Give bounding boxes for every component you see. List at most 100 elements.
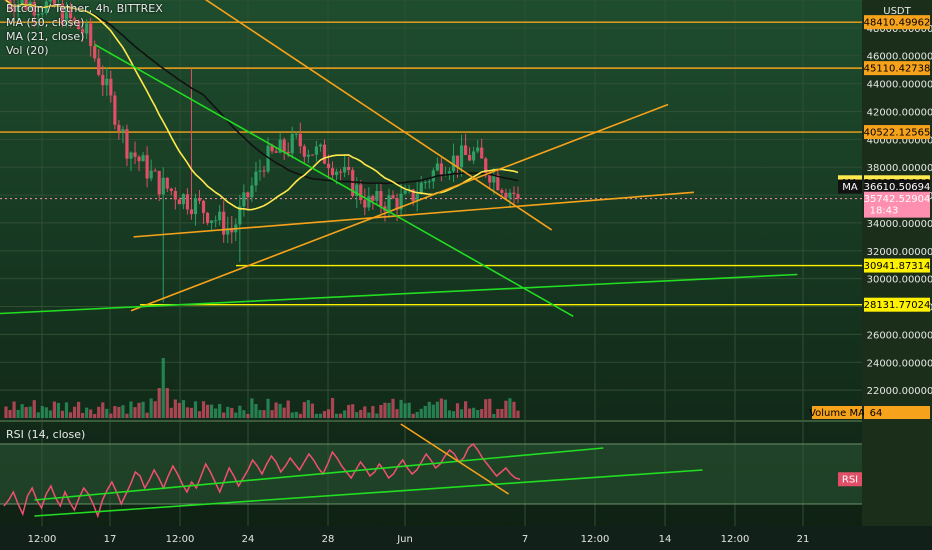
volume-bar	[459, 409, 464, 418]
candle-body	[492, 174, 496, 183]
price-axis-background[interactable]	[862, 0, 932, 550]
volume-bar	[512, 401, 516, 418]
ma50-tag	[864, 179, 930, 194]
volume-bar	[310, 403, 314, 418]
ma50-label[interactable]: MA (50, close)	[6, 16, 85, 29]
candle-body	[89, 23, 93, 47]
volume-bar	[480, 409, 484, 418]
volume-bar	[165, 388, 169, 418]
candle-body	[20, 0, 24, 4]
candle-body	[318, 144, 323, 147]
x-tick-label: Jun	[396, 534, 413, 545]
level-tag	[864, 125, 930, 140]
candle-body	[210, 220, 214, 223]
y-tick-label: 30000.00000	[867, 275, 932, 286]
volume-bar	[113, 406, 117, 418]
candle-body	[451, 155, 456, 172]
time-axis-background[interactable]	[0, 526, 932, 550]
y-tick-label: 34000.00000	[867, 219, 932, 230]
candle-body	[322, 144, 327, 164]
candle-body	[266, 145, 270, 172]
volume-bar	[439, 398, 443, 418]
candle-body	[141, 155, 145, 162]
candle-body	[326, 163, 331, 169]
volume-bar	[387, 402, 391, 418]
volume-ma-value: 64	[870, 408, 883, 419]
volume-bar	[278, 403, 282, 418]
volume-bar	[97, 406, 101, 418]
x-tick-label: 21	[797, 534, 810, 545]
volume-bar	[419, 408, 423, 418]
candle-body	[306, 154, 310, 157]
candle-body	[415, 194, 419, 202]
candle-body	[359, 184, 363, 201]
candle-body	[447, 171, 452, 175]
candle-body	[484, 158, 488, 174]
candle-body	[512, 192, 516, 194]
volume-bar	[508, 398, 512, 418]
volume-ma-tag	[864, 406, 930, 419]
volume-label[interactable]: Vol (20)	[6, 44, 49, 57]
trendlines	[0, 0, 798, 317]
rsi-badge	[838, 472, 862, 487]
candle-body	[242, 192, 246, 207]
candle-body	[508, 192, 512, 198]
candle-body	[153, 170, 157, 172]
volume-bar	[484, 399, 488, 418]
volume-bar	[185, 407, 190, 418]
level-tag	[864, 258, 930, 273]
candle-body	[157, 170, 161, 195]
time-axis: 12:00 17 12:00 24 28 Jun 7 12:00 14 12:00 21	[28, 534, 810, 545]
volume-bar	[193, 401, 198, 418]
candle-body	[488, 173, 492, 183]
ma21-label[interactable]: MA (21, close)	[6, 30, 85, 43]
candle-body	[113, 95, 117, 125]
candle-body	[129, 152, 133, 159]
volume-bars	[4, 358, 520, 418]
candle-body	[363, 200, 367, 208]
candle-body	[343, 166, 347, 173]
volume-bar	[504, 400, 508, 418]
candle-body	[181, 194, 185, 205]
horizontal-levels	[0, 21, 862, 306]
volume-bar	[109, 413, 113, 418]
volume-bar	[375, 413, 379, 418]
candle-body	[459, 145, 464, 168]
volume-bar	[32, 400, 36, 418]
volume-bar	[117, 406, 121, 418]
volume-bar	[451, 411, 456, 418]
candle-body	[28, 1, 32, 10]
volume-bar	[403, 403, 407, 418]
candle-body	[504, 192, 508, 198]
y-tick-label: 22000.00000	[867, 386, 932, 397]
last-price-tag	[864, 191, 930, 218]
candle-body	[298, 133, 302, 147]
volume-bar	[177, 402, 181, 418]
candle-body	[411, 189, 415, 202]
candle-body	[347, 166, 351, 170]
volume-bar	[12, 401, 16, 418]
y-tick-label: 46000.00000	[867, 52, 932, 63]
rsi-legend[interactable]: RSI (14, close)	[6, 428, 86, 441]
volume-bar	[72, 406, 77, 418]
candle-body	[250, 185, 254, 198]
volume-bar	[36, 412, 40, 418]
main-legend: Bitcoin / Tether, 4h, BITTREX MA (50, cl…	[6, 2, 163, 58]
y-tick-label: 40000.00000	[867, 135, 932, 146]
volume-bar	[274, 402, 278, 418]
volume-bar	[476, 410, 480, 418]
candle-body	[355, 184, 359, 196]
candle-body	[85, 23, 89, 34]
last-price-value: 35742.52904	[864, 194, 931, 205]
candle-body	[60, 3, 65, 25]
candle-body	[387, 195, 391, 212]
volume-bar	[302, 402, 306, 418]
candle-body	[500, 190, 504, 193]
volume-bar	[93, 413, 97, 418]
candle-body	[12, 7, 16, 12]
volume-bar	[431, 404, 435, 418]
candle-body	[294, 133, 298, 135]
volume-bar	[105, 408, 109, 418]
symbol-title[interactable]: Bitcoin / Tether, 4h, BITTREX	[6, 2, 163, 15]
